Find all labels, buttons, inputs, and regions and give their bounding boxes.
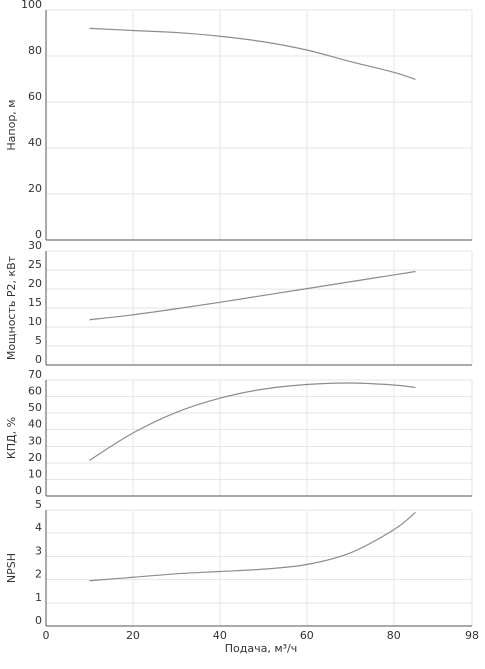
x-axis-title: Подача, м³/ч — [225, 642, 298, 655]
series-line — [89, 270, 416, 321]
y-axis-title: КПД, % — [5, 417, 18, 459]
y-tick-label: 20 — [28, 451, 42, 464]
y-tick-label: 50 — [28, 401, 42, 414]
y-tick-label: 40 — [28, 136, 42, 149]
chart-panel-4: 0 1 2 3 4 5 NPSH — [5, 498, 473, 627]
chart-panel-3: 0 10 20 30 40 50 60 70 КПД, % — [5, 368, 473, 497]
y-tick-label: 40 — [28, 418, 42, 431]
y-tick-label: 60 — [28, 385, 42, 398]
x-tick-label: 20 — [126, 629, 140, 642]
y-tick-label: 4 — [35, 521, 42, 534]
y-tick-label: 60 — [28, 90, 42, 103]
x-tick-label: 80 — [387, 629, 401, 642]
chart-panel-1: 0 20 40 60 80 100 Напор, м — [5, 0, 473, 241]
y-tick-label: 10 — [28, 315, 42, 328]
y-tick-label: 25 — [28, 258, 42, 271]
chart-panel-2: 0 5 10 15 20 25 30 Мощность P2, кВт — [5, 239, 473, 366]
y-tick-label: 5 — [35, 498, 42, 511]
y-tick-label: 1 — [35, 591, 42, 604]
y-tick-label: 3 — [35, 544, 42, 557]
y-tick-label: 2 — [35, 568, 42, 581]
series-line — [89, 27, 416, 81]
x-tick-label: 60 — [300, 629, 314, 642]
y-tick-label: 0 — [35, 484, 42, 497]
y-tick-label: 80 — [28, 44, 42, 57]
series-line — [89, 511, 416, 582]
y-tick-label: 70 — [28, 368, 42, 381]
y-tick-label: 0 — [35, 228, 42, 241]
y-tick-label: 10 — [28, 467, 42, 480]
x-tick-label: 0 — [43, 629, 50, 642]
x-tick-label: 98 — [465, 629, 479, 642]
y-axis-title: NPSH — [5, 553, 18, 583]
y-tick-label: 30 — [28, 239, 42, 252]
y-axis-title: Мощность P2, кВт — [5, 255, 18, 360]
y-tick-label: 20 — [28, 182, 42, 195]
y-tick-label: 20 — [28, 277, 42, 290]
y-axis-title: Напор, м — [5, 99, 18, 150]
y-tick-label: 0 — [35, 353, 42, 366]
x-tick-label: 40 — [213, 629, 227, 642]
y-tick-label: 5 — [35, 334, 42, 347]
y-tick-label: 15 — [28, 296, 42, 309]
y-tick-label: 100 — [21, 0, 42, 11]
y-tick-label: 30 — [28, 434, 42, 447]
series-line — [89, 382, 416, 461]
y-tick-label: 0 — [35, 614, 42, 627]
